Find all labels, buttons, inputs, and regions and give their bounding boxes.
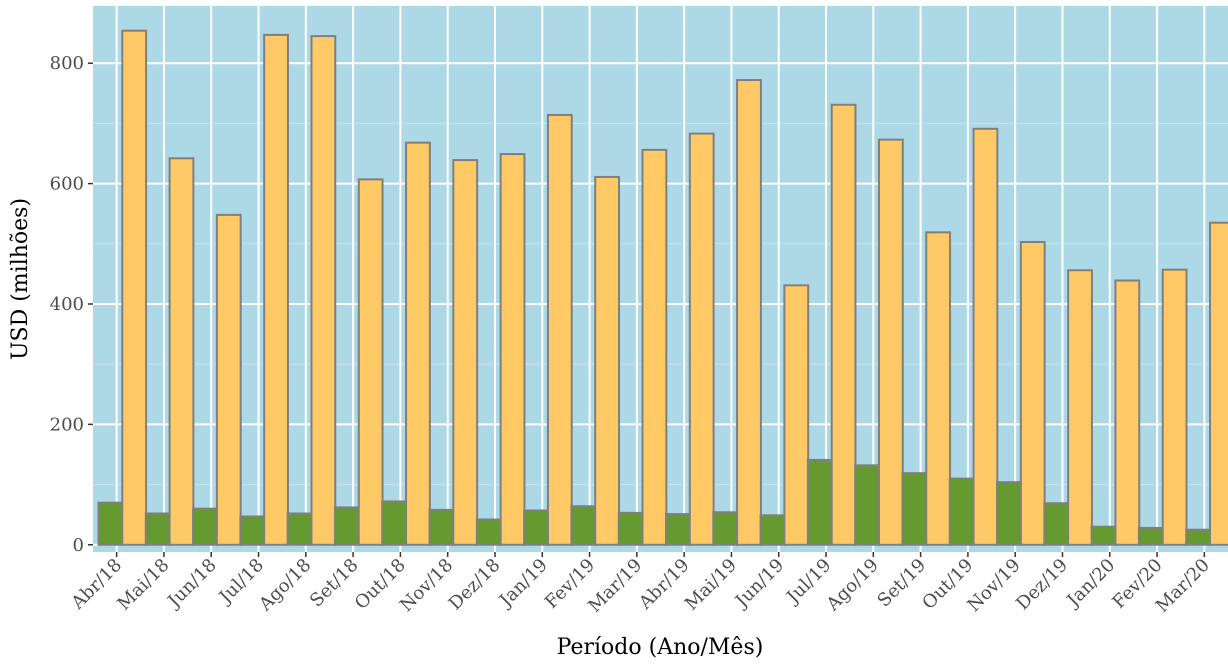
bar xyxy=(1209,221,1228,546)
bar xyxy=(168,157,195,546)
bar xyxy=(97,501,124,546)
x-tick-label: Jan/19 xyxy=(494,555,552,613)
bar xyxy=(1019,240,1046,546)
y-tick-label: 0 xyxy=(73,535,84,556)
x-tick-label: Ago/18 xyxy=(254,555,315,616)
y-axis: 0 200 400 600 800 xyxy=(50,53,93,556)
bar xyxy=(475,518,502,546)
bar xyxy=(121,29,148,546)
bar xyxy=(523,509,549,546)
bar xyxy=(877,138,904,546)
bar xyxy=(830,103,857,546)
bar xyxy=(286,512,313,546)
x-tick-label: Dez/18 xyxy=(445,555,505,615)
x-tick-label: Mar/20 xyxy=(1152,555,1214,617)
y-tick-label: 200 xyxy=(50,414,84,435)
bar xyxy=(428,508,455,546)
bar xyxy=(333,506,360,546)
bar xyxy=(144,512,171,546)
bar xyxy=(617,511,644,546)
x-tick-label: Abr/18 xyxy=(67,555,126,614)
bar xyxy=(641,148,668,546)
x-axis: Abr/18Mai/18Jun/18Jul/18Ago/18Set/18Out/… xyxy=(67,552,1214,617)
bar xyxy=(806,458,833,546)
bar xyxy=(901,472,928,546)
bar xyxy=(1185,528,1212,546)
bar xyxy=(452,159,479,546)
bar xyxy=(1161,268,1188,546)
bar xyxy=(215,213,242,546)
bar xyxy=(783,284,810,546)
bar xyxy=(1114,279,1141,546)
x-axis-title: Período (Ano/Mês) xyxy=(557,635,764,660)
bar xyxy=(192,507,218,546)
x-tick-label: Jun/19 xyxy=(730,555,788,613)
bar xyxy=(972,127,999,546)
bar xyxy=(594,175,621,546)
bar xyxy=(499,153,526,546)
bar xyxy=(996,481,1022,546)
bar xyxy=(570,505,597,546)
x-tick-label: Mai/19 xyxy=(681,555,741,615)
y-axis-title: USD (milhões) xyxy=(8,198,33,360)
x-tick-label: Mai/18 xyxy=(113,555,173,615)
bar xyxy=(854,464,880,546)
bar xyxy=(357,178,384,546)
x-tick-label: Abr/19 xyxy=(634,555,693,614)
bar xyxy=(1137,526,1164,546)
bar xyxy=(665,513,691,546)
bar xyxy=(546,113,573,546)
bar xyxy=(381,500,408,546)
bar xyxy=(310,35,337,546)
x-tick-label: Ago/19 xyxy=(822,555,883,616)
bar xyxy=(1043,502,1070,546)
bar xyxy=(712,511,739,546)
bar xyxy=(759,514,786,546)
x-tick-label: Mar/19 xyxy=(584,555,646,617)
bar xyxy=(1067,269,1093,546)
bar xyxy=(1090,525,1117,546)
y-tick-label: 400 xyxy=(50,294,84,315)
x-tick-label: Jun/18 xyxy=(163,555,221,613)
y-tick-label: 600 xyxy=(50,174,84,195)
y-tick-label: 800 xyxy=(50,53,84,74)
bar xyxy=(925,231,952,546)
bars xyxy=(97,29,1228,546)
x-tick-label: Dez/19 xyxy=(1012,555,1072,615)
x-tick-label: Nov/19 xyxy=(963,555,1024,616)
bar xyxy=(736,79,762,546)
bar xyxy=(948,477,975,546)
x-tick-label: Nov/18 xyxy=(396,555,457,616)
bar xyxy=(688,132,715,546)
bar xyxy=(405,141,431,546)
bar xyxy=(263,33,289,546)
x-tick-label: Jan/20 xyxy=(1062,555,1120,613)
bar xyxy=(239,515,266,546)
